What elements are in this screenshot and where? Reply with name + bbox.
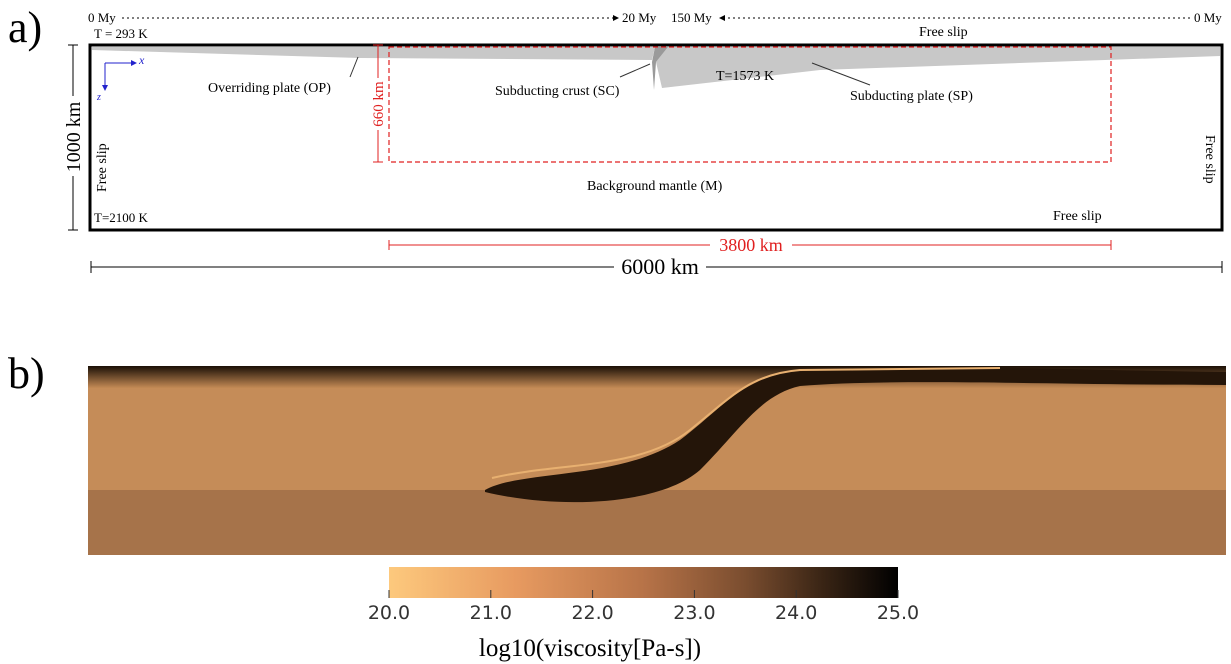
boundary-label: Free slip (95, 143, 110, 192)
boundary-label: Free slip (1053, 209, 1102, 224)
subducting-crust-label: Subducting crust (SC) (495, 84, 620, 99)
temperature-label: T = 293 K (94, 26, 148, 41)
overriding-plate-label: Overriding plate (OP) (208, 81, 331, 96)
boundary-label: Free slip (1202, 135, 1217, 184)
time-label: 20 My (622, 10, 657, 25)
figure: a) 0 My 20 My 150 My 0 My T = 293 K Free… (0, 0, 1231, 664)
model-box (90, 45, 1222, 230)
axis-label: z (96, 92, 101, 103)
lower-mantle (88, 490, 1226, 555)
temperature-label: T=1573 K (716, 69, 774, 84)
mantle-label: Background mantle (M) (587, 179, 723, 194)
time-label: 150 My (671, 10, 712, 25)
dimension-label: 660 km (371, 81, 387, 127)
boundary-label: Free slip (919, 25, 968, 40)
dimension-label: 3800 km (719, 235, 783, 255)
leader (620, 64, 650, 77)
colorbar-tick-label: 21.0 (470, 602, 512, 624)
colorbar-tick-label: 22.0 (571, 602, 613, 624)
panel-label: a) (8, 3, 42, 52)
dimension-label: 6000 km (621, 254, 699, 279)
colorbar-title: log10(viscosity[Pa-s]) (479, 635, 701, 662)
leader (350, 57, 358, 77)
temperature-label: T=2100 K (94, 210, 149, 225)
time-label: 0 My (1194, 10, 1222, 25)
dimension-label: 1000 km (63, 101, 85, 172)
subducting-plate-label: Subducting plate (SP) (850, 89, 973, 104)
axis-label: x (138, 53, 145, 67)
colorbar-tick-label: 20.0 (368, 602, 410, 624)
overriding-plate (92, 47, 655, 60)
colorbar (389, 567, 898, 598)
colorbar-tick-label: 23.0 (673, 602, 715, 624)
panel-label: b) (8, 349, 45, 398)
time-label: 0 My (88, 10, 116, 25)
colorbar-tick-label: 25.0 (877, 602, 919, 624)
colorbar-tick-label: 24.0 (775, 602, 817, 624)
